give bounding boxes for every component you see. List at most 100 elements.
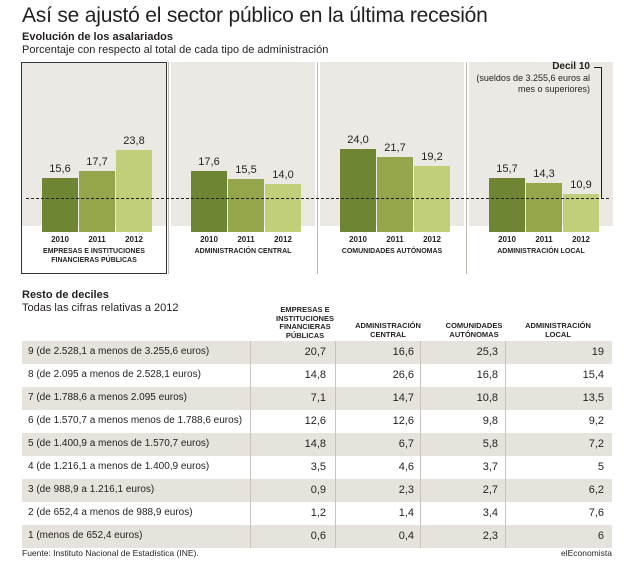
data-label: 19,2 xyxy=(421,150,443,163)
x-tick-label: 2012 xyxy=(423,235,441,244)
bar xyxy=(563,194,599,232)
data-label: 14,0 xyxy=(272,168,294,181)
row-label: 1 (menos de 652,4 euros) xyxy=(28,530,143,541)
row-label: 2 (de 652,4 a menos de 988,9 euros) xyxy=(28,507,193,518)
data-label: 24,0 xyxy=(347,134,369,147)
data-label: 17,6 xyxy=(198,156,220,169)
panel-divider xyxy=(168,62,169,274)
x-tick-label: 2010 xyxy=(349,235,367,244)
bar xyxy=(489,177,525,232)
row-label: 9 (de 2.528,1 a menos de 3.255,6 euros) xyxy=(28,346,210,357)
table-cell: 12,6 xyxy=(304,415,326,427)
table-cell: 20,7 xyxy=(304,346,326,358)
row-label: 7 (de 1.788,6 a menos 2.095 euros) xyxy=(28,392,187,403)
table-cell: 14,8 xyxy=(304,369,326,381)
table-row: 2 (de 652,4 a menos de 988,9 euros) 1,2 1,… xyxy=(22,502,612,525)
table-row: 1 (menos de 652,4 euros) 0,6 0,4 2,3 6 xyxy=(22,525,612,548)
table-row: 6 (de 1.570,7 a menos menos de 1.788,6 e… xyxy=(22,410,612,433)
chart-subtitle: Porcentaje con respecto al total de cada… xyxy=(22,44,329,56)
panel-divider xyxy=(466,62,467,274)
table-row: 9 (de 2.528,1 a menos de 3.255,6 euros) 2… xyxy=(22,341,612,364)
bar-chart: 15,6 2010 17,7 2011 23,8 2012 EMPRESAS E INSTI… xyxy=(21,58,613,280)
table-title: Resto de deciles xyxy=(22,289,109,301)
data-label: 21,7 xyxy=(384,142,406,155)
bar xyxy=(228,178,264,232)
bar xyxy=(526,182,562,232)
source-note: Fuente: Instituto Nacional de Estadístic… xyxy=(22,548,199,558)
column-divider xyxy=(335,341,336,548)
table-cell: 14,8 xyxy=(304,438,326,450)
x-tick-label: 2011 xyxy=(237,235,255,244)
table-cell: 0,4 xyxy=(398,530,414,542)
x-tick-label: 2010 xyxy=(51,235,69,244)
x-tick-label: 2011 xyxy=(386,235,404,244)
group-label: COMUNIDADES AUTÓNOMAS xyxy=(341,248,443,255)
bar xyxy=(340,149,376,232)
table-cell: 1,4 xyxy=(398,507,414,519)
data-label: 10,9 xyxy=(570,179,592,192)
annotation-leader xyxy=(594,67,602,68)
table-cell: 6 xyxy=(597,530,604,542)
page-title: Así se ajustó el sector público en la úl… xyxy=(22,4,488,27)
chart-title: Evolución de los asalariados xyxy=(22,31,173,43)
table-cell: 26,6 xyxy=(392,369,414,381)
table-cell: 2,7 xyxy=(482,484,498,496)
data-label: 15,7 xyxy=(496,162,518,175)
x-tick-label: 2011 xyxy=(535,235,553,244)
column-divider xyxy=(420,341,421,548)
row-label: 6 (de 1.570,7 a menos menos de 1.788,6 e… xyxy=(28,415,243,426)
data-label: 17,7 xyxy=(86,155,108,168)
table-cell: 6,2 xyxy=(588,484,604,496)
table-cell: 3,4 xyxy=(482,507,498,519)
row-label: 4 (de 1.216,1 a menos de 1.400,9 euros) xyxy=(28,461,210,472)
table-cell: 0,9 xyxy=(310,484,326,496)
table-cell: 3,5 xyxy=(310,461,326,473)
table-row: 3 (de 988,9 a 1.216,1 euros) 0,9 2,3 2,7 6,2 xyxy=(22,479,612,502)
table-cell: 10,8 xyxy=(476,392,498,404)
data-label: 15,5 xyxy=(235,163,257,176)
bar xyxy=(79,170,115,232)
data-label: 15,6 xyxy=(49,163,71,176)
panel-divider xyxy=(317,62,318,274)
bar xyxy=(191,171,227,232)
table-cell: 19 xyxy=(591,346,604,358)
x-tick-label: 2010 xyxy=(200,235,218,244)
table-cell: 13,5 xyxy=(582,392,604,404)
table-cell: 7,2 xyxy=(588,438,604,450)
reference-note: (sueldos de 3.255,6 euros al mes o super… xyxy=(476,73,590,94)
bar xyxy=(414,165,450,232)
table-cell: 2,3 xyxy=(482,530,498,542)
table-cell: 7,6 xyxy=(588,507,604,519)
data-label: 14,3 xyxy=(533,167,555,180)
x-tick-label: 2011 xyxy=(88,235,106,244)
table-cell: 9,2 xyxy=(588,415,604,427)
column-header: EMPRESAS E INSTITUCIONES FINANCIERAS PÚB… xyxy=(276,305,334,340)
table-cell: 16,8 xyxy=(476,369,498,381)
bar xyxy=(42,178,78,232)
table-cell: 2,3 xyxy=(398,484,414,496)
bar xyxy=(116,149,152,232)
annotation-leader xyxy=(601,67,602,198)
x-tick-label: 2010 xyxy=(498,235,516,244)
column-divider xyxy=(250,341,251,548)
table-cell: 5,8 xyxy=(482,438,498,450)
brand-logo: elEconomista xyxy=(560,548,612,558)
bar xyxy=(265,183,301,232)
table-cell: 15,4 xyxy=(582,369,604,381)
table-cell: 25,3 xyxy=(476,346,498,358)
group-label: EMPRESAS E INSTITUCIONES FINANCIERAS PÚB… xyxy=(43,248,145,264)
table-subtitle: Todas las cifras relativas a 2012 xyxy=(22,302,179,314)
row-label: 5 (de 1.400,9 a menos de 1.570,7 euros) xyxy=(28,438,210,449)
data-label: 23,8 xyxy=(123,134,145,147)
table-cell: 4,6 xyxy=(398,461,414,473)
table-cell: 12,6 xyxy=(392,415,414,427)
group-label: ADMINISTRACIÓN CENTRAL xyxy=(194,248,292,255)
column-divider xyxy=(505,341,506,548)
reference-label: Decil 10 xyxy=(552,61,590,72)
table-cell: 3,7 xyxy=(482,461,498,473)
bar xyxy=(377,157,413,232)
table-cell: 14,7 xyxy=(392,392,414,404)
highlight-box xyxy=(21,62,167,274)
table-cell: 1,2 xyxy=(310,507,326,519)
table-cell: 7,1 xyxy=(310,392,326,404)
